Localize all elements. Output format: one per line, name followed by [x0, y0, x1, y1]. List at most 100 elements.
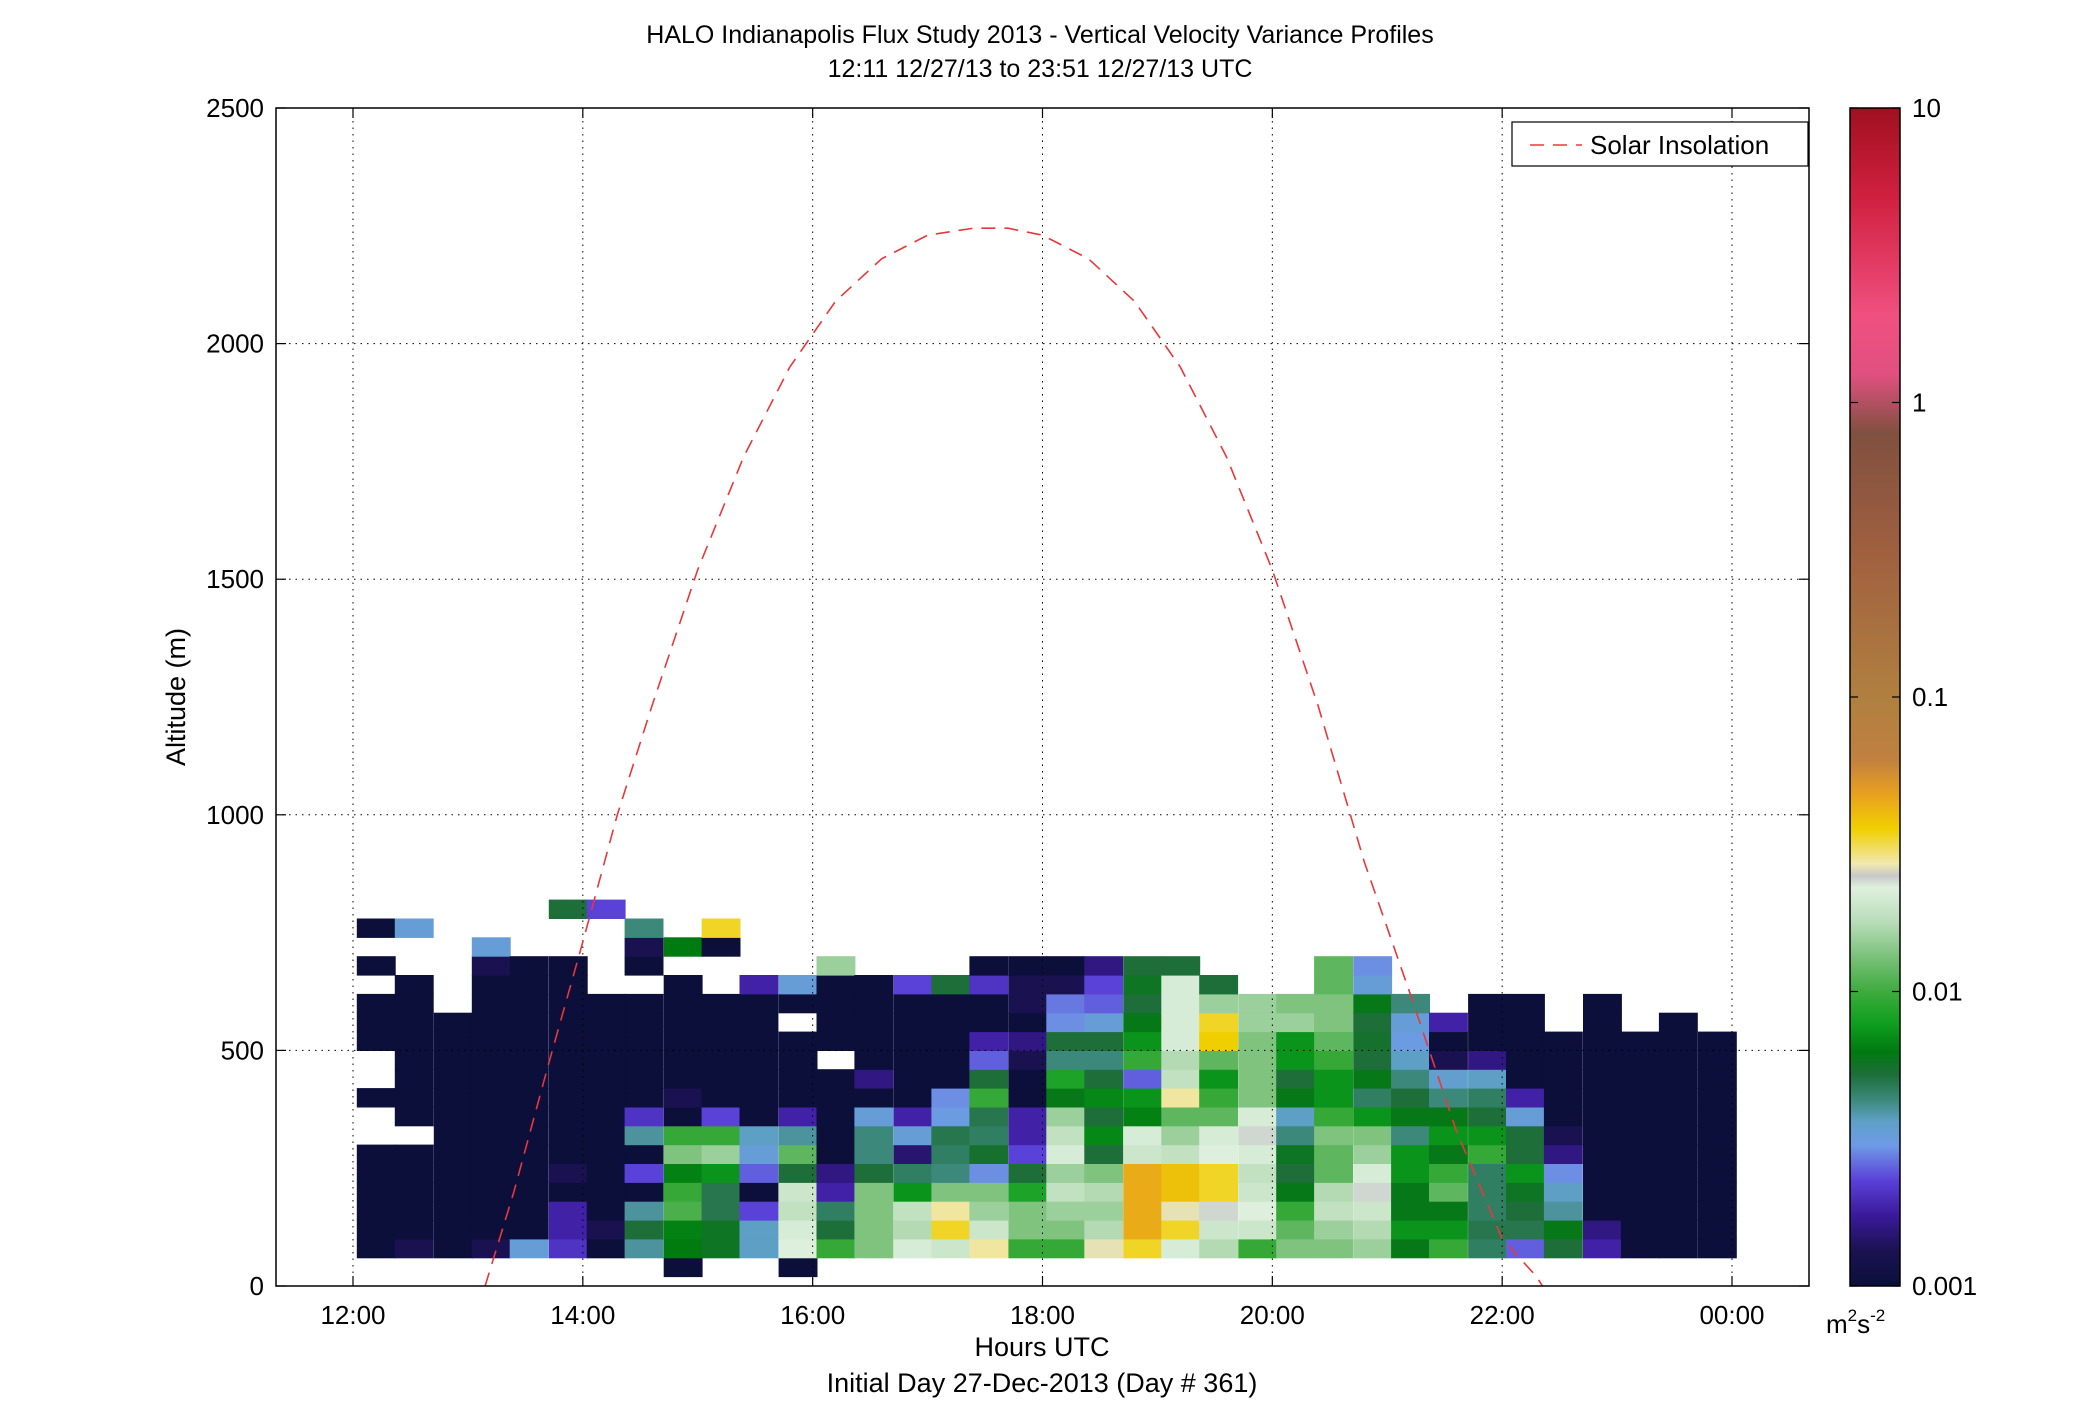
heatmap-cell: [586, 1125, 626, 1146]
heatmap-cell: [969, 1201, 1009, 1221]
heatmap-cell: [1506, 1050, 1545, 1070]
heatmap-cell: [1161, 993, 1201, 1014]
heatmap-cell: [471, 1163, 511, 1183]
heatmap-cell: [1353, 1220, 1393, 1240]
heatmap-cell: [1238, 1238, 1278, 1259]
x-axis-ticks: 12:00 14:00 16:00 18:00 20:00 22:00 00:00: [320, 108, 1765, 1330]
heatmap-cell: [1583, 1050, 1622, 1070]
heatmap-cell: [663, 1163, 703, 1183]
heatmap-cell: [701, 1050, 741, 1070]
heatmap-cell: [586, 1201, 626, 1221]
heatmap-cell: [1353, 975, 1393, 995]
heatmap-cell: [931, 1012, 971, 1033]
heatmap-cell: [816, 1144, 856, 1164]
heatmap-cell: [1046, 1088, 1086, 1108]
heatmap-cell: [1620, 1238, 1660, 1259]
heatmap-cell: [816, 956, 856, 976]
heatmap-cell: [624, 937, 664, 957]
colorbar-units-base: m: [1826, 1309, 1848, 1339]
heatmap-cell: [1084, 1182, 1124, 1202]
heatmap-cell: [1199, 1238, 1239, 1259]
heatmap-cell: [931, 1031, 971, 1051]
heatmap-cell: [701, 1012, 741, 1033]
heatmap-cell: [663, 1238, 703, 1259]
heatmap-cell: [1429, 1069, 1468, 1089]
heatmap-cell: [1276, 1012, 1316, 1033]
heatmap-cell: [931, 1069, 971, 1089]
heatmap-cell: [1583, 1220, 1622, 1240]
heatmap-cell: [1238, 1220, 1278, 1240]
heatmap-cell: [1429, 1106, 1468, 1127]
heatmap-cell: [471, 1088, 511, 1108]
heatmap-cell: [778, 1144, 818, 1164]
heatmap-cell: [624, 1031, 664, 1051]
heatmap-cell: [1161, 1220, 1201, 1240]
heatmap-cell: [624, 1144, 664, 1164]
heatmap-cell: [739, 1050, 779, 1070]
heatmap-cell: [509, 1125, 549, 1146]
heatmap-cell: [854, 1088, 894, 1108]
heatmap-cell: [1697, 1125, 1737, 1146]
heatmap-cell: [739, 993, 779, 1014]
heatmap-cell: [624, 1182, 664, 1202]
heatmap-cell: [586, 1012, 626, 1033]
heatmap-cell: [854, 1220, 894, 1240]
heatmap-cell: [1123, 1069, 1163, 1089]
heatmap-cell: [1123, 1012, 1163, 1033]
heatmap-cell: [1199, 1069, 1239, 1089]
heatmap-cell: [1620, 1050, 1660, 1070]
heatmap-cell: [1468, 1125, 1507, 1146]
heatmap-cell: [1468, 1238, 1507, 1259]
heatmap-cell: [816, 1182, 856, 1202]
heatmap-cell: [931, 1125, 971, 1146]
heatmap-cell: [1123, 1050, 1163, 1070]
heatmap-cell: [1658, 1201, 1698, 1221]
heatmap-cell: [509, 1144, 549, 1164]
heatmap-cell: [969, 1069, 1009, 1089]
heatmap-cell: [1506, 1182, 1545, 1202]
heatmap-cell: [471, 1050, 511, 1070]
heatmap-cell: [1276, 1182, 1316, 1202]
heatmap-cell: [663, 1257, 703, 1278]
heatmap-cell: [778, 975, 818, 995]
heatmap-cell: [1314, 993, 1353, 1014]
heatmap-cell: [1391, 1012, 1430, 1033]
heatmap-cell: [1429, 1125, 1468, 1146]
heatmap-cell: [701, 1220, 741, 1240]
heatmap-cell: [1161, 1144, 1201, 1164]
heatmap-cell: [969, 1050, 1009, 1070]
heatmap-cell: [624, 1069, 664, 1089]
heatmap-cell: [624, 993, 664, 1014]
heatmap-cell: [1468, 1182, 1507, 1202]
heatmap-cell: [1276, 1106, 1316, 1127]
heatmap-cell: [1199, 1012, 1239, 1033]
heatmap-cell: [624, 1125, 664, 1146]
heatmap-cell: [356, 1182, 396, 1202]
heatmap-cell: [816, 1088, 856, 1108]
heatmap-cell: [1238, 1050, 1278, 1070]
heatmap-cell: [854, 1238, 894, 1259]
heatmap-cell: [471, 1106, 511, 1127]
heatmap-cell: [1620, 1069, 1660, 1089]
heatmap-cell: [356, 1144, 396, 1164]
heatmap-cell: [1046, 1201, 1086, 1221]
heatmap-cell: [356, 956, 396, 976]
heatmap-cell: [471, 1144, 511, 1164]
heatmap-cell: [1084, 993, 1124, 1014]
heatmap-cell: [548, 993, 588, 1014]
heatmap-cell: [701, 993, 741, 1014]
heatmap-cell: [663, 937, 703, 957]
heatmap-cell: [1314, 1220, 1353, 1240]
heatmap-cell: [1046, 1125, 1086, 1146]
heatmap-cell: [1391, 1220, 1430, 1240]
heatmap-cell: [1161, 1088, 1201, 1108]
heatmap-cell: [1008, 993, 1048, 1014]
heatmap-cell: [1046, 1163, 1086, 1183]
heatmap-cell: [1084, 1201, 1124, 1221]
heatmap-cell: [778, 1257, 818, 1278]
heatmap-cell: [931, 1106, 971, 1127]
heatmap-cell: [1353, 1031, 1393, 1051]
heatmap-cell: [893, 1220, 933, 1240]
heatmap-cell: [778, 1163, 818, 1183]
heatmap-cell: [1046, 956, 1086, 976]
